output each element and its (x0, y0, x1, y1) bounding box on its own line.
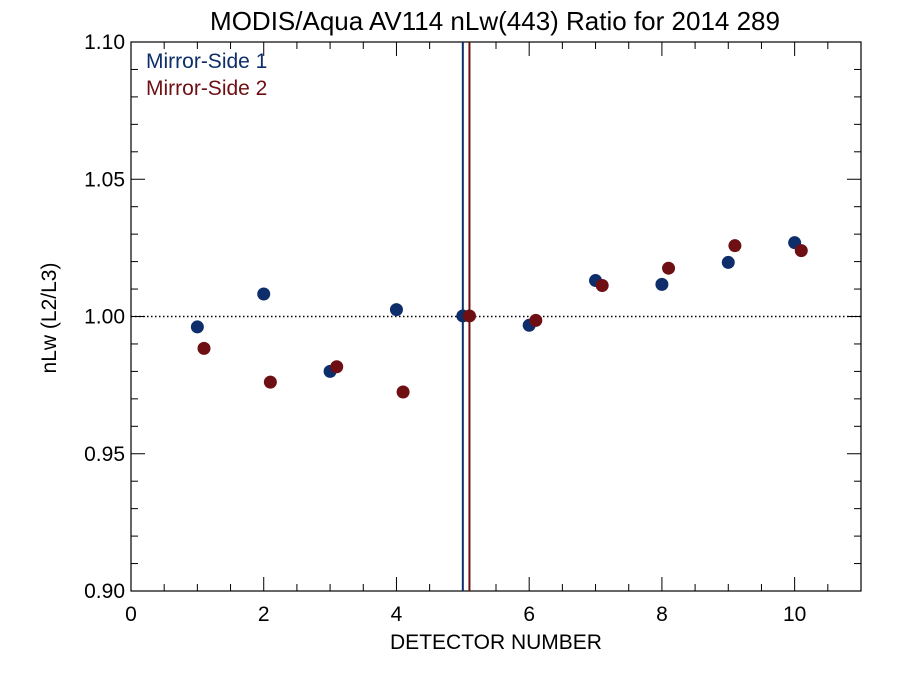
y-tick-label: 1.00 (84, 306, 125, 329)
y-tick-label: 0.90 (84, 580, 125, 603)
x-axis-label: DETECTOR NUMBER (390, 631, 602, 654)
chart-title: MODIS/Aqua AV114 nLw(443) Ratio for 2014… (210, 6, 780, 36)
legend-entry: Mirror-Side 1 (146, 50, 267, 73)
data-point-series-2 (197, 341, 211, 355)
data-point-series-1 (655, 277, 669, 291)
legend: Mirror-Side 1 Mirror-Side 2 (146, 50, 267, 100)
x-tick-label: 6 (523, 603, 535, 626)
data-point-series-2 (462, 309, 476, 323)
data-point-series-2 (529, 313, 543, 327)
data-point-series-2 (595, 278, 609, 292)
y-tick-label: 1.10 (84, 31, 125, 54)
legend-entry: Mirror-Side 2 (146, 77, 267, 100)
x-tick-label: 4 (391, 603, 403, 626)
x-tick-label: 0 (125, 603, 137, 626)
data-point-series-1 (389, 303, 403, 317)
data-point-series-2 (794, 244, 808, 258)
x-tick-label: 10 (783, 603, 806, 626)
y-tick-label: 0.95 (84, 443, 125, 466)
x-tick-label: 2 (258, 603, 270, 626)
plot-area: 0 2 4 6 8 10 0.90 0.95 1.00 1.05 1.10 (84, 31, 862, 626)
x-tick-label: 8 (656, 603, 668, 626)
data-point-series-2 (662, 261, 676, 275)
data-point-series-1 (721, 255, 735, 269)
data-point-series-1 (190, 320, 204, 334)
data-point-series-2 (396, 385, 410, 399)
data-point-series-1 (257, 287, 271, 301)
data-point-series-2 (263, 375, 277, 389)
data-point-series-2 (330, 360, 344, 374)
y-axis-label: nLw (L2/L3) (38, 263, 61, 374)
data-point-series-2 (728, 239, 742, 253)
y-tick-label: 1.05 (84, 168, 125, 191)
